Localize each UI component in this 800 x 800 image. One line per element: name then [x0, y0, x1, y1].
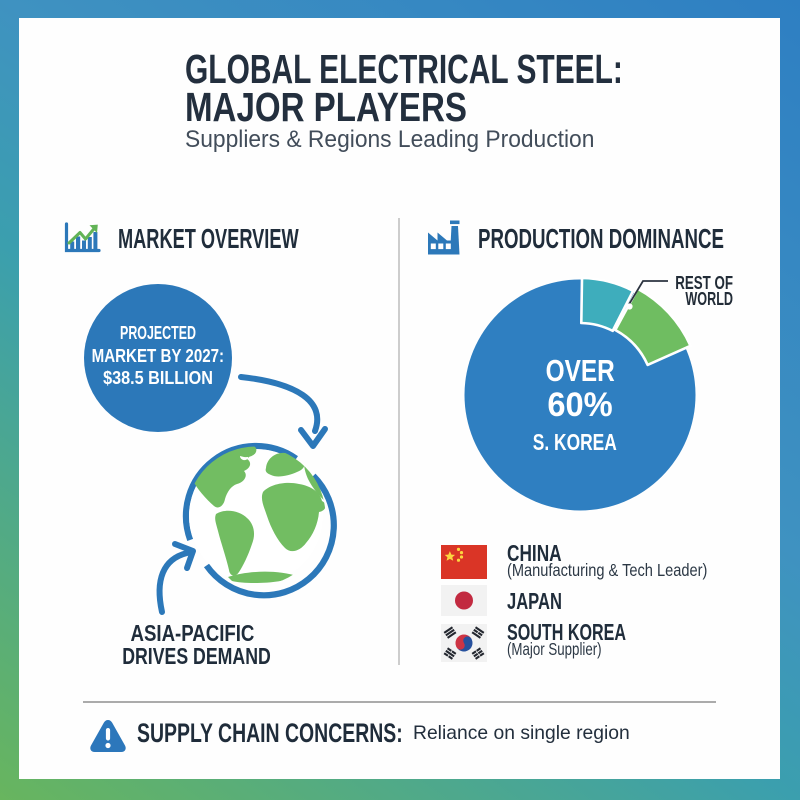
curved-arrow-down-icon	[238, 374, 328, 449]
pie-label-skorea: S. KOREA	[532, 429, 617, 455]
china-flag	[441, 545, 487, 579]
pie-label-over: OVER	[545, 354, 615, 388]
footer-warning-label: SUPPLY CHAIN CONCERNS:	[136, 717, 403, 748]
page-subtitle: Suppliers & Regions Leading Production	[185, 126, 595, 153]
pie-label-60pct: 60%	[547, 386, 613, 424]
bar-chart-growth-icon	[64, 222, 101, 253]
asia-pacific-caption: ASIA-PACIFIC DRIVES DEMAND	[121, 620, 271, 670]
market-overview-heading: MARKET OVERVIEW	[118, 223, 299, 254]
section-divider	[398, 218, 400, 665]
curved-arrow-up-icon	[156, 541, 196, 615]
rest-of-world-callout: REST OF WORLD	[675, 272, 733, 309]
globe-and-arrows-graphic	[156, 374, 337, 615]
production-pie-chart	[464, 276, 696, 511]
pie-slice-teal	[580, 276, 635, 333]
japan-flag	[441, 585, 487, 616]
south-korea-flag	[441, 624, 487, 662]
page-title: GLOBAL ELECTRICAL STEEL: MAJOR PLAYERS	[185, 46, 785, 130]
projected-market-text: PROJECTED MARKET BY 2027: $38.5 BILLION	[91, 323, 225, 389]
legend-south-korea-note: (Major Supplier)	[507, 638, 602, 659]
projected-market-circle: PROJECTED MARKET BY 2027: $38.5 BILLION	[84, 284, 232, 432]
factory-icon	[428, 220, 460, 255]
callout-dot	[626, 303, 633, 310]
pie-slice-green	[614, 287, 692, 367]
globe-icon	[182, 442, 337, 599]
legend-south-korea-label: SOUTH KOREA	[507, 618, 626, 645]
title-line1: GLOBAL ELECTRICAL STEEL:	[185, 46, 623, 92]
production-dominance-heading: PRODUCTION DOMINANCE	[478, 223, 724, 254]
legend-china-note: (Manufacturing & Tech Leader)	[507, 559, 708, 580]
callout-leader-line	[627, 280, 668, 307]
title-line2: MAJOR PLAYERS	[185, 84, 467, 130]
footer-divider	[83, 701, 716, 703]
warning-triangle-icon	[90, 720, 126, 752]
legend-china-label: CHINA	[507, 539, 562, 566]
legend-japan-label: JAPAN	[507, 588, 562, 614]
footer-warning-text: Reliance on single region	[412, 722, 630, 744]
